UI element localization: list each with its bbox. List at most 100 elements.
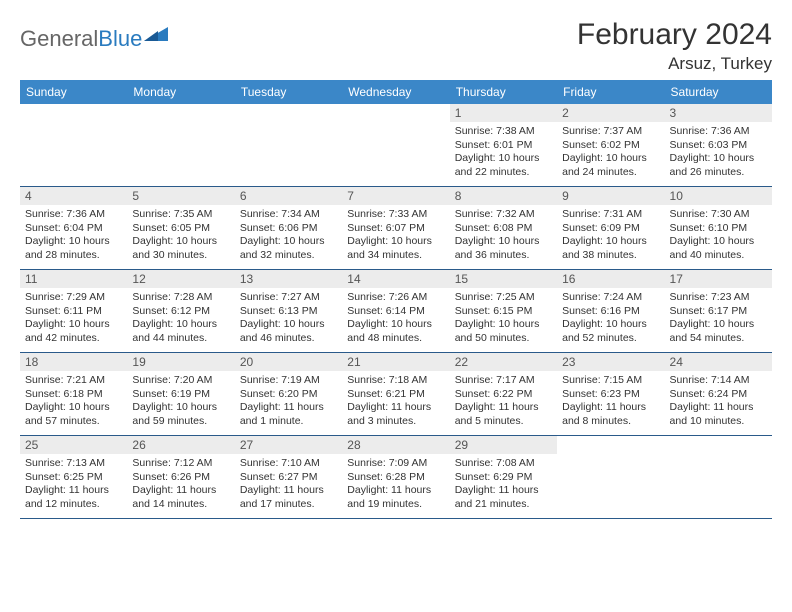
brand-logo: GeneralBlue: [20, 18, 168, 52]
day-body: Sunrise: 7:10 AMSunset: 6:27 PMDaylight:…: [235, 454, 342, 515]
day-body: Sunrise: 7:32 AMSunset: 6:08 PMDaylight:…: [450, 205, 557, 266]
day-number: 17: [665, 270, 772, 288]
day-number: 1: [450, 104, 557, 122]
day-number: 22: [450, 353, 557, 371]
day-cell: 24Sunrise: 7:14 AMSunset: 6:24 PMDayligh…: [665, 353, 772, 435]
sunset-text: Sunset: 6:03 PM: [670, 139, 767, 153]
dl2-text: and 52 minutes.: [562, 332, 659, 346]
day-cell: 12Sunrise: 7:28 AMSunset: 6:12 PMDayligh…: [127, 270, 234, 352]
day-number: 7: [342, 187, 449, 205]
day-number: 5: [127, 187, 234, 205]
sunrise-text: Sunrise: 7:26 AM: [347, 291, 444, 305]
dl1-text: Daylight: 10 hours: [670, 152, 767, 166]
day-cell: [665, 436, 772, 518]
dl1-text: Daylight: 10 hours: [240, 318, 337, 332]
day-number: 25: [20, 436, 127, 454]
sunset-text: Sunset: 6:09 PM: [562, 222, 659, 236]
sunrise-text: Sunrise: 7:20 AM: [132, 374, 229, 388]
dl1-text: Daylight: 10 hours: [562, 318, 659, 332]
dl2-text: and 40 minutes.: [670, 249, 767, 263]
dl1-text: Daylight: 10 hours: [25, 401, 122, 415]
day-number: [20, 104, 127, 122]
day-number: 4: [20, 187, 127, 205]
sunset-text: Sunset: 6:19 PM: [132, 388, 229, 402]
day-cell: 5Sunrise: 7:35 AMSunset: 6:05 PMDaylight…: [127, 187, 234, 269]
day-cell: 27Sunrise: 7:10 AMSunset: 6:27 PMDayligh…: [235, 436, 342, 518]
day-number: 18: [20, 353, 127, 371]
dl1-text: Daylight: 10 hours: [455, 152, 552, 166]
day-body: Sunrise: 7:36 AMSunset: 6:03 PMDaylight:…: [665, 122, 772, 183]
dl2-text: and 28 minutes.: [25, 249, 122, 263]
dayhead-sat: Saturday: [665, 80, 772, 104]
dl1-text: Daylight: 11 hours: [347, 484, 444, 498]
day-cell: 22 Sunrise: 7:17 AMSunset: 6:22 PMDayligh…: [450, 353, 557, 435]
day-body: Sunrise: 7:13 AMSunset: 6:25 PMDaylight:…: [20, 454, 127, 515]
day-number: [127, 104, 234, 122]
day-cell: 7Sunrise: 7:33 AMSunset: 6:07 PMDaylight…: [342, 187, 449, 269]
dl1-text: Daylight: 10 hours: [347, 318, 444, 332]
sunset-text: Sunset: 6:20 PM: [240, 388, 337, 402]
day-cell: 13Sunrise: 7:27 AMSunset: 6:13 PMDayligh…: [235, 270, 342, 352]
sunrise-text: Sunrise: 7:37 AM: [562, 125, 659, 139]
dl1-text: Daylight: 10 hours: [25, 235, 122, 249]
day-cell: 28Sunrise: 7:09 AMSunset: 6:28 PMDayligh…: [342, 436, 449, 518]
page-header: GeneralBlue February 2024 Arsuz, Turkey: [20, 18, 772, 74]
day-cell: 16Sunrise: 7:24 AMSunset: 6:16 PMDayligh…: [557, 270, 664, 352]
day-cell: 29Sunrise: 7:08 AMSunset: 6:29 PMDayligh…: [450, 436, 557, 518]
dl2-text: and 5 minutes.: [455, 415, 552, 429]
day-cell: 1Sunrise: 7:38 AMSunset: 6:01 PMDaylight…: [450, 104, 557, 186]
day-cell: 4Sunrise: 7:36 AMSunset: 6:04 PMDaylight…: [20, 187, 127, 269]
sunrise-text: Sunrise: 7:30 AM: [670, 208, 767, 222]
week-row: 1Sunrise: 7:38 AMSunset: 6:01 PMDaylight…: [20, 104, 772, 187]
dayhead-tue: Tuesday: [235, 80, 342, 104]
day-number: 9: [557, 187, 664, 205]
dl2-text: and 46 minutes.: [240, 332, 337, 346]
dl2-text: and 59 minutes.: [132, 415, 229, 429]
dayhead-fri: Friday: [557, 80, 664, 104]
sunset-text: Sunset: 6:13 PM: [240, 305, 337, 319]
sunrise-text: Sunrise: 7:14 AM: [670, 374, 767, 388]
dl2-text: and 42 minutes.: [25, 332, 122, 346]
dl1-text: Daylight: 10 hours: [347, 235, 444, 249]
dl2-text: and 38 minutes.: [562, 249, 659, 263]
day-cell: [20, 104, 127, 186]
day-cell: 19Sunrise: 7:20 AMSunset: 6:19 PMDayligh…: [127, 353, 234, 435]
day-number: 13: [235, 270, 342, 288]
sunset-text: Sunset: 6:29 PM: [455, 471, 552, 485]
week-row: 4Sunrise: 7:36 AMSunset: 6:04 PMDaylight…: [20, 187, 772, 270]
sunset-text: Sunset: 6:25 PM: [25, 471, 122, 485]
dl2-text: and 26 minutes.: [670, 166, 767, 180]
day-body: Sunrise: 7:38 AMSunset: 6:01 PMDaylight:…: [450, 122, 557, 183]
sunset-text: Sunset: 6:16 PM: [562, 305, 659, 319]
day-number: 12: [127, 270, 234, 288]
dl2-text: and 21 minutes.: [455, 498, 552, 512]
sunset-text: Sunset: 6:04 PM: [25, 222, 122, 236]
day-body: Sunrise: 7:31 AMSunset: 6:09 PMDaylight:…: [557, 205, 664, 266]
day-cell: [235, 104, 342, 186]
calendar-grid: Sunday Monday Tuesday Wednesday Thursday…: [20, 80, 772, 519]
calendar-page: GeneralBlue February 2024 Arsuz, Turkey …: [0, 0, 792, 529]
dl1-text: Daylight: 11 hours: [670, 401, 767, 415]
day-body: Sunrise: 7:26 AMSunset: 6:14 PMDaylight:…: [342, 288, 449, 349]
sunrise-text: Sunrise: 7:23 AM: [670, 291, 767, 305]
day-number: 28: [342, 436, 449, 454]
day-number: [557, 436, 664, 454]
sunset-text: Sunset: 6:06 PM: [240, 222, 337, 236]
dl2-text: and 30 minutes.: [132, 249, 229, 263]
dl2-text: and 54 minutes.: [670, 332, 767, 346]
dl1-text: Daylight: 11 hours: [347, 401, 444, 415]
day-number: 29: [450, 436, 557, 454]
day-cell: 6Sunrise: 7:34 AMSunset: 6:06 PMDaylight…: [235, 187, 342, 269]
sunrise-text: Sunrise: 7:17 AM: [455, 374, 552, 388]
sunset-text: Sunset: 6:18 PM: [25, 388, 122, 402]
dl2-text: and 17 minutes.: [240, 498, 337, 512]
dl1-text: Daylight: 11 hours: [455, 401, 552, 415]
sunset-text: Sunset: 6:22 PM: [455, 388, 552, 402]
day-body: Sunrise: 7:14 AMSunset: 6:24 PMDaylight:…: [665, 371, 772, 432]
sunset-text: Sunset: 6:26 PM: [132, 471, 229, 485]
sunrise-text: Sunrise: 7:38 AM: [455, 125, 552, 139]
dl2-text: and 34 minutes.: [347, 249, 444, 263]
dl1-text: Daylight: 11 hours: [25, 484, 122, 498]
dl1-text: Daylight: 10 hours: [455, 235, 552, 249]
sunset-text: Sunset: 6:28 PM: [347, 471, 444, 485]
